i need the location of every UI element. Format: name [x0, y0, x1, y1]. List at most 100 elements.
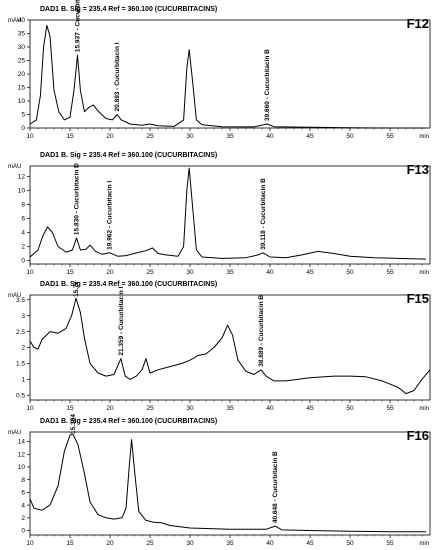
x-tick-label: 35 — [226, 405, 234, 412]
plot-frame — [29, 19, 431, 129]
x-tick-label: 25 — [146, 405, 154, 412]
x-tick-label: 45 — [306, 405, 314, 412]
peak-annotation: 15.354 - Cucurbitacin D — [70, 414, 77, 434]
y-tick-label: 5 — [21, 112, 25, 119]
x-tick-label: 45 — [306, 540, 314, 547]
peak-annotation: 40.648 - Cucurbitacin B — [272, 451, 279, 523]
x-tick-label: 30 — [186, 405, 194, 412]
chromatogram-plot: mAU 0 2 4 6 8 10 12 14 10 15 20 25 30 35 40 45 50 55 min 15.… — [8, 414, 431, 547]
y-tick-label: 12 — [18, 451, 26, 458]
peak-annotation: 20.893 - Cucurbitacin I — [114, 42, 121, 111]
x-axis-label: min — [419, 406, 429, 412]
y-tick-label: 2 — [21, 244, 25, 251]
y-tick-label: 3 — [21, 313, 25, 320]
x-tick-label: 25 — [146, 540, 154, 547]
x-tick-label: 35 — [226, 133, 234, 140]
x-tick-label: 30 — [186, 269, 194, 276]
y-tick-label: 14 — [18, 439, 26, 446]
y-tick-label: 0 — [21, 528, 25, 535]
panel-header: DAD1 B. Sig = 235.4 Ref = 360.100 (CUCUR… — [40, 6, 218, 13]
plot-frame — [29, 294, 431, 401]
peak-annotation: 39.660 - Cucurbitacin B — [264, 49, 271, 121]
x-tick-label: 35 — [226, 540, 234, 547]
x-tick-label: 10 — [26, 269, 34, 276]
x-tick-label: 50 — [346, 540, 354, 547]
x-tick-label: 10 — [26, 405, 34, 412]
peak-annotation: 38.889 - Cucurbitacin B — [258, 295, 265, 367]
y-tick-label: 40 — [18, 17, 26, 24]
x-tick-label: 20 — [106, 540, 114, 547]
x-tick-label: 15 — [66, 133, 74, 140]
x-tick-label: 15 — [66, 269, 74, 276]
x-tick-label: 40 — [266, 133, 274, 140]
x-axis-label: min — [419, 541, 429, 547]
y-tick-label: 8 — [21, 202, 25, 209]
x-tick-label: 35 — [226, 269, 234, 276]
x-tick-label: 40 — [266, 269, 274, 276]
y-tick-label: 6 — [21, 490, 25, 497]
x-tick-label: 25 — [146, 269, 154, 276]
chromatogram-plot: mAU 0 2 4 6 8 10 12 10 15 20 25 30 35 40 45 50 55 min 15.83… — [8, 163, 431, 276]
chromatogram-panel-f12: DAD1 B. Sig = 235.4 Ref = 360.100 (CUCUR… — [0, 0, 443, 145]
x-tick-label: 30 — [186, 540, 194, 547]
peak-annotation: 15.749 - Cucurbitacin D — [73, 282, 80, 297]
peak-annotation: 39.118 - Cucurbitacin B — [260, 178, 267, 250]
y-axis-label: mAU — [8, 293, 21, 299]
x-tick-label: 20 — [106, 405, 114, 412]
plot-frame — [29, 165, 431, 265]
chromatogram-panel-f13: DAD1 B. Sig = 235.4 Ref = 360.100 (CUCUR… — [0, 146, 443, 281]
y-tick-label: 25 — [18, 58, 26, 65]
y-tick-label: 4 — [21, 502, 25, 509]
peak-annotation: 19.962 - Cucurbitacin I — [107, 181, 114, 250]
panel-label: F13 — [406, 162, 429, 177]
x-tick-label: 50 — [346, 269, 354, 276]
x-tick-label: 40 — [266, 540, 274, 547]
peak-annotation: 15.830 - Cucurbitacin D — [74, 163, 81, 235]
y-tick-label: 0.5 — [16, 392, 25, 399]
x-tick-label: 30 — [186, 133, 194, 140]
peak-annotation: 21.359 - Cucurbitacin I — [118, 286, 125, 355]
x-tick-label: 55 — [386, 269, 394, 276]
x-axis-label: min — [419, 270, 429, 276]
y-tick-label: 6 — [21, 216, 25, 223]
x-tick-label: 15 — [66, 405, 74, 412]
y-tick-label: 20 — [18, 71, 26, 78]
x-tick-label: 55 — [386, 405, 394, 412]
y-axis-label: mAU — [8, 164, 21, 170]
x-tick-label: 10 — [26, 540, 34, 547]
x-tick-label: 20 — [106, 133, 114, 140]
chromatogram-trace — [29, 297, 431, 395]
y-axis-label: mAU — [8, 18, 21, 24]
y-tick-label: 2.5 — [16, 329, 25, 336]
chromatogram-plot: mAU 0.5 1 1.5 2 2.5 3 3.5 10 15 20 25 30 35 40 45 50 55 mi… — [8, 282, 431, 412]
chromatogram-panel-f16: DAD1 B. Sig = 235.4 Ref = 360.100 (CUCUR… — [0, 414, 443, 550]
y-tick-label: 1 — [21, 377, 25, 384]
chromatogram-trace — [29, 433, 426, 533]
peak-annotation: 15.937 - Cucurbitacin D — [75, 0, 82, 52]
x-tick-label: 50 — [346, 133, 354, 140]
x-tick-label: 25 — [146, 133, 154, 140]
y-axis-label: mAU — [8, 430, 21, 436]
x-tick-label: 15 — [66, 540, 74, 547]
x-tick-label: 55 — [386, 133, 394, 140]
panel-header: DAD1 B. Sig = 235.4 Ref = 360.100 (CUCUR… — [40, 418, 218, 425]
y-tick-label: 15 — [18, 85, 26, 92]
panel-header: DAD1 B. Sig = 235.4 Ref = 360.100 (CUCUR… — [40, 281, 218, 288]
x-tick-label: 50 — [346, 405, 354, 412]
y-tick-label: 10 — [18, 464, 26, 471]
chromatogram-trace — [29, 24, 426, 129]
y-tick-label: 10 — [18, 98, 26, 105]
chromatogram-panel-f15: DAD1 B. Sig = 235.4 Ref = 360.100 (CUCUR… — [0, 281, 443, 413]
y-tick-label: 4 — [21, 230, 25, 237]
y-tick-label: 30 — [18, 44, 26, 51]
x-tick-label: 40 — [266, 405, 274, 412]
x-axis-label: min — [419, 134, 429, 140]
y-tick-label: 0 — [21, 258, 25, 265]
y-tick-label: 10 — [18, 188, 26, 195]
chromatogram-trace — [29, 167, 427, 260]
y-tick-label: 12 — [18, 174, 26, 181]
y-tick-label: 8 — [21, 477, 25, 484]
plot-frame — [29, 431, 431, 536]
panel-label: F12 — [406, 16, 429, 31]
x-tick-label: 45 — [306, 269, 314, 276]
